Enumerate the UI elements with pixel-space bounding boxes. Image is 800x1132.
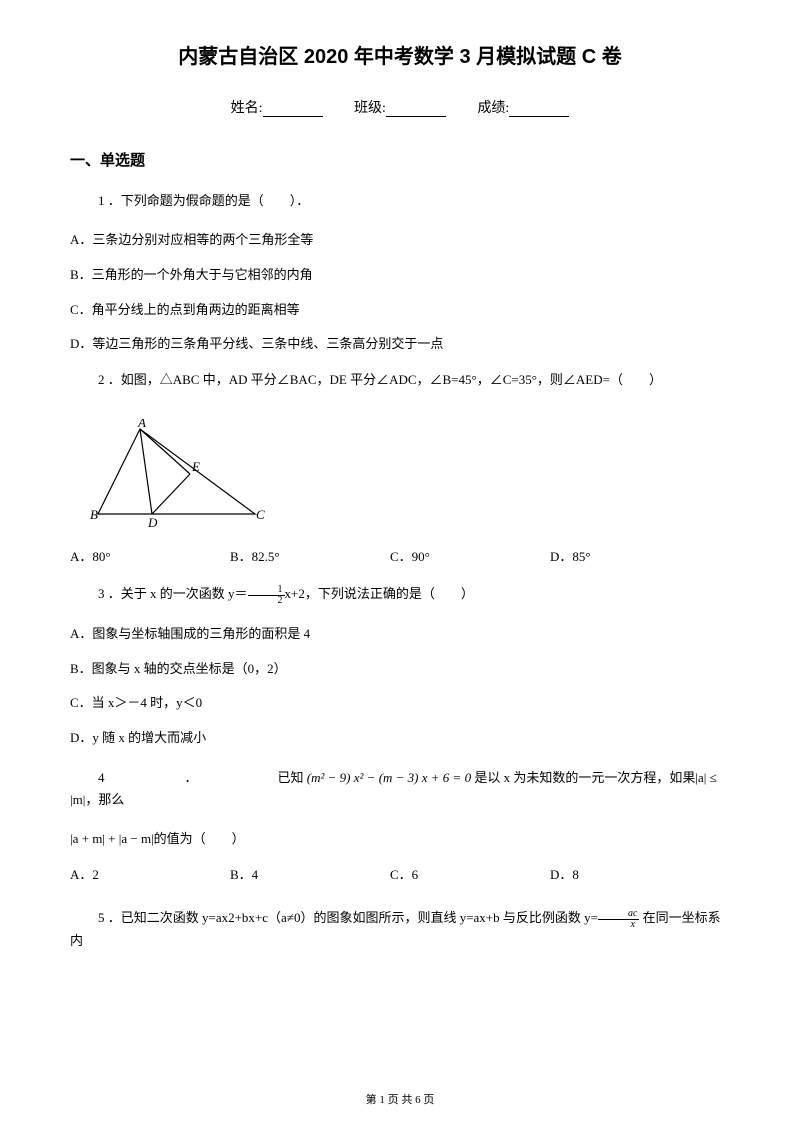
q4-label: 4 (98, 770, 105, 785)
q1-option-c: C．角平分线上的点到角两边的距离相等 (70, 300, 730, 321)
q3-option-c: C．当 x＞－4 时，y＜0 (70, 693, 730, 714)
q4-line2: |a + m| + |a − m|的值为（ ） (70, 829, 730, 850)
q1-option-d: D．等边三角形的三条角平分线、三条中线、三条高分别交于一点 (70, 334, 730, 355)
svg-text:B: B (90, 507, 98, 522)
q3-post: x+2，下列说法正确的是（ ） (285, 586, 474, 601)
q2-option-d: D．85° (550, 546, 710, 565)
q4-post2: 的值为（ ） (154, 831, 245, 846)
q4-options: A．2 B．4 C．6 D．8 (70, 864, 730, 883)
q5-fraction: acx (598, 909, 639, 930)
page-footer: 第 1 页 共 6 页 (0, 1091, 800, 1107)
class-blank (386, 103, 446, 117)
score-label: 成绩: (477, 101, 509, 116)
name-label: 姓名: (231, 101, 263, 116)
q4-post1: ，那么 (85, 792, 124, 807)
q3-option-b: B．图象与 x 轴的交点坐标是（0，2） (70, 659, 730, 680)
q4-mid: 是以 x 为未知数的一元一次方程，如果 (474, 770, 695, 785)
q3-fraction: 12 (248, 585, 285, 606)
class-label: 班级: (354, 101, 386, 116)
q2-text: 2 ．如图，△ABC 中，AD 平分∠BAC，DE 平分∠ADC，∠B=45°，… (70, 369, 730, 391)
q1-option-a: A．三条边分别对应相等的两个三角形全等 (70, 230, 730, 251)
q4-text: 4 ． 已知 (m² − 9) x² − (m − 3) x + 6 = 0 是以 … (70, 767, 730, 811)
page-title: 内蒙古自治区 2020 年中考数学 3 月模拟试题 C 卷 (70, 40, 730, 69)
q1-option-b: B．三角形的一个外角大于与它相邻的内角 (70, 265, 730, 286)
score-blank (509, 103, 569, 117)
triangle-diagram: A B C D E (90, 419, 270, 529)
info-line: 姓名: 班级: 成绩: (70, 97, 730, 117)
svg-text:A: A (137, 419, 146, 430)
q3-option-a: A．图象与坐标轴围成的三角形的面积是 4 (70, 624, 730, 645)
q4-expr: (m² − 9) x² − (m − 3) x + 6 = 0 (307, 770, 471, 785)
q5-pre: 5 ．已知二次函数 y=ax2+bx+c（a≠0）的图象如图所示，则直线 y=a… (98, 910, 598, 925)
q3-pre: 3 ．关于 x 的一次函数 y＝ (98, 586, 248, 601)
q4-option-d: D．8 (550, 864, 710, 883)
q4-option-a: A．2 (70, 864, 230, 883)
svg-text:D: D (147, 515, 158, 529)
q3-text: 3 ．关于 x 的一次函数 y＝12x+2，下列说法正确的是（ ） (70, 583, 730, 606)
q1-text: 1 ．下列命题为假命题的是（ ）． (70, 190, 730, 212)
q4-pre: 已知 (278, 770, 304, 785)
q3-option-d: D．y 随 x 的增大而减小 (70, 728, 730, 749)
q4-option-c: C．6 (390, 864, 550, 883)
section-title: 一、单选题 (70, 149, 730, 170)
svg-text:E: E (191, 459, 200, 474)
q4-dot: ． (185, 770, 198, 785)
q2-option-c: C．90° (390, 546, 550, 565)
q4-option-b: B．4 (230, 864, 390, 883)
svg-text:C: C (256, 507, 265, 522)
q2-option-b: B．82.5° (230, 546, 390, 565)
name-blank (263, 103, 323, 117)
q5-text: 5 ．已知二次函数 y=ax2+bx+c（a≠0）的图象如图所示，则直线 y=a… (70, 907, 730, 952)
q2-option-a: A．80° (70, 546, 230, 565)
q2-options: A．80° B．82.5° C．90° D．85° (70, 546, 730, 565)
q4-abs2: |a + m| + |a − m| (70, 831, 154, 846)
